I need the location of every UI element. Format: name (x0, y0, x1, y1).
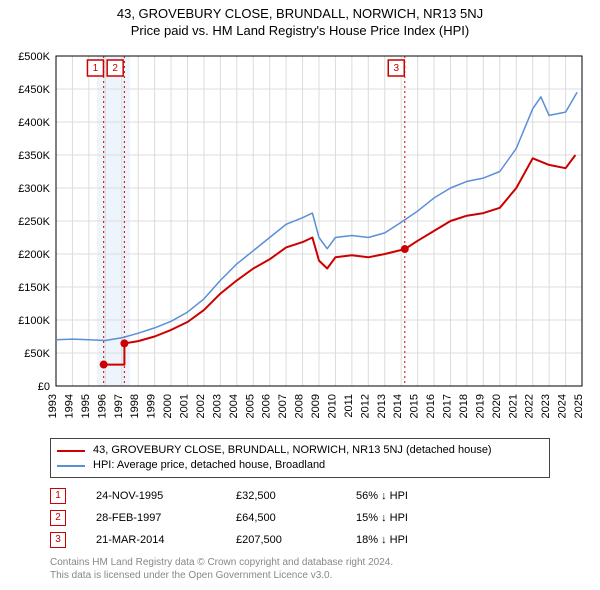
svg-text:1996: 1996 (96, 394, 108, 418)
event-delta: 15% ↓ HPI (356, 512, 408, 524)
legend-swatch (57, 450, 85, 452)
svg-text:2010: 2010 (326, 394, 338, 418)
event-delta: 56% ↓ HPI (356, 490, 408, 502)
event-marker: 2 (50, 510, 66, 526)
attribution: Contains HM Land Registry data © Crown c… (50, 556, 550, 582)
legend: 43, GROVEBURY CLOSE, BRUNDALL, NORWICH, … (50, 438, 550, 478)
svg-text:1993: 1993 (47, 394, 59, 418)
svg-text:2004: 2004 (228, 394, 240, 418)
event-date: 28-FEB-1997 (96, 512, 236, 524)
svg-text:£200K: £200K (18, 249, 50, 261)
chart-title: 43, GROVEBURY CLOSE, BRUNDALL, NORWICH, … (0, 6, 600, 21)
svg-text:£500K: £500K (18, 51, 50, 63)
svg-text:2006: 2006 (261, 394, 273, 418)
svg-text:2003: 2003 (211, 394, 223, 418)
svg-text:2013: 2013 (376, 394, 388, 418)
chart: £0 £50K £100K £150K £200K £250K £300K £350K £400… (8, 46, 592, 430)
svg-text:2020: 2020 (491, 394, 503, 418)
svg-text:£100K: £100K (18, 315, 50, 327)
svg-text:2021: 2021 (507, 394, 519, 418)
svg-text:2018: 2018 (458, 394, 470, 418)
event-date: 21-MAR-2014 (96, 534, 236, 546)
svg-text:2024: 2024 (557, 394, 569, 418)
svg-text:2017: 2017 (442, 394, 454, 418)
svg-text:2012: 2012 (359, 394, 371, 418)
event-row: 1 24-NOV-1995£32,50056% ↓ HPI (50, 488, 550, 504)
svg-text:1999: 1999 (146, 394, 158, 418)
event-price: £64,500 (236, 512, 356, 524)
attribution-line1: Contains HM Land Registry data © Crown c… (50, 556, 550, 569)
legend-item: HPI: Average price, detached house, Broa… (57, 458, 543, 473)
legend-label: 43, GROVEBURY CLOSE, BRUNDALL, NORWICH, … (93, 443, 492, 458)
event-row: 2 28-FEB-1997£64,50015% ↓ HPI (50, 510, 550, 526)
legend-label: HPI: Average price, detached house, Broa… (93, 458, 325, 473)
svg-text:2001: 2001 (179, 394, 191, 418)
svg-text:2022: 2022 (524, 394, 536, 418)
svg-text:2008: 2008 (294, 394, 306, 418)
svg-text:2000: 2000 (162, 394, 174, 418)
event-marker: 1 (50, 488, 66, 504)
svg-text:3: 3 (393, 63, 399, 74)
event-price: £207,500 (236, 534, 356, 546)
svg-text:£150K: £150K (18, 282, 50, 294)
event-date: 24-NOV-1995 (96, 490, 236, 502)
event-row: 3 21-MAR-2014£207,50018% ↓ HPI (50, 532, 550, 548)
svg-text:2014: 2014 (392, 394, 404, 418)
svg-text:1998: 1998 (129, 394, 141, 418)
chart-subtitle: Price paid vs. HM Land Registry's House … (0, 23, 600, 38)
svg-text:1: 1 (93, 63, 99, 74)
svg-text:1994: 1994 (63, 394, 75, 418)
svg-text:£250K: £250K (18, 216, 50, 228)
svg-text:2009: 2009 (310, 394, 322, 418)
event-marker: 3 (50, 532, 66, 548)
svg-text:2016: 2016 (425, 394, 437, 418)
svg-text:2023: 2023 (540, 394, 552, 418)
event-delta: 18% ↓ HPI (356, 534, 408, 546)
svg-text:2019: 2019 (474, 394, 486, 418)
svg-text:2: 2 (112, 63, 118, 74)
svg-text:2007: 2007 (277, 394, 289, 418)
svg-text:2025: 2025 (573, 394, 585, 418)
chart-svg: £0 £50K £100K £150K £200K £250K £300K £350K £400… (8, 46, 592, 430)
svg-text:£50K: £50K (24, 348, 50, 360)
event-price: £32,500 (236, 490, 356, 502)
svg-text:£400K: £400K (18, 117, 50, 129)
svg-text:2005: 2005 (244, 394, 256, 418)
svg-text:2015: 2015 (409, 394, 421, 418)
svg-text:2011: 2011 (343, 394, 355, 418)
chart-title-block: 43, GROVEBURY CLOSE, BRUNDALL, NORWICH, … (0, 0, 600, 38)
svg-text:1995: 1995 (80, 394, 92, 418)
svg-text:2002: 2002 (195, 394, 207, 418)
attribution-line2: This data is licensed under the Open Gov… (50, 569, 550, 582)
page: { "title": { "line1": "43, GROVEBURY CLO… (0, 0, 600, 590)
event-list: 1 24-NOV-1995£32,50056% ↓ HPI 2 28-FEB-1997… (50, 482, 550, 548)
legend-item: 43, GROVEBURY CLOSE, BRUNDALL, NORWICH, … (57, 443, 543, 458)
svg-text:£350K: £350K (18, 150, 50, 162)
svg-text:£0: £0 (38, 381, 50, 393)
svg-text:1997: 1997 (113, 394, 125, 418)
svg-text:£300K: £300K (18, 183, 50, 195)
legend-swatch (57, 465, 85, 467)
svg-text:£450K: £450K (18, 84, 50, 96)
